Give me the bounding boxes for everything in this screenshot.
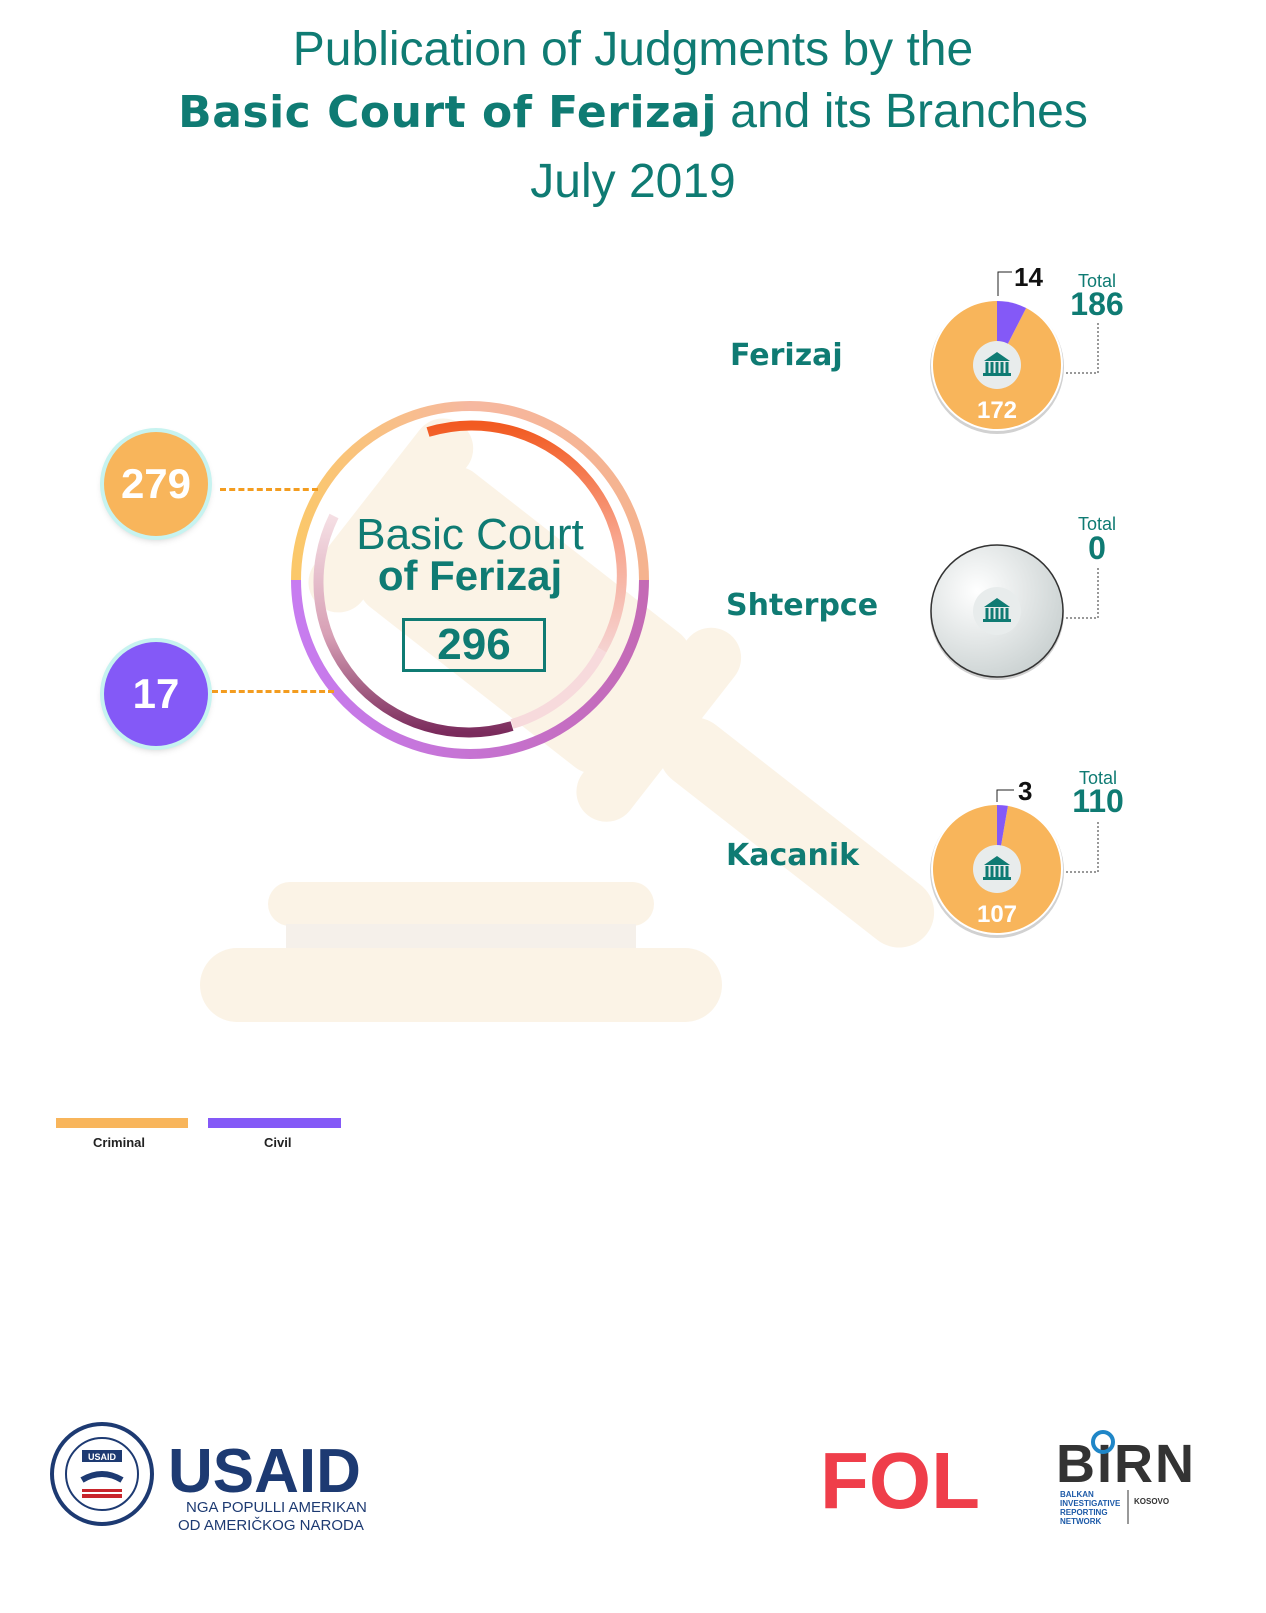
birn-sub-4: NETWORK [1060,1517,1102,1526]
court-name-line-2: of Ferizaj [377,552,563,599]
birn-sub-3: REPORTING [1060,1508,1108,1517]
kacanik-total-label: Total [1078,768,1118,788]
fol-logo: FOL [820,1440,980,1520]
inner-arc-bottom-dark [313,513,514,738]
inner-arc-right [426,420,627,653]
title-line-2: Basic Court of Ferizaj and its Branches [0,84,1266,139]
ferizaj-total-label: Total [1077,271,1117,291]
court-total: 296 [402,618,546,672]
fol-word: FOL [820,1440,980,1520]
criminal-value-label: 107 [977,901,1017,928]
usaid-tagline-1: NGA POPULLI AMERIKAN [186,1499,367,1516]
title-date: July 2019 [530,155,736,208]
court-building-icon [973,845,1021,893]
branch-name-ferizaj: Ferizaj [730,338,843,373]
birn-country: KOSOVO [1134,1497,1169,1506]
legend-swatch-civil [208,1118,341,1128]
kacanik-civil-count: 3 [1018,776,1033,806]
criminal-value-label: 172 [977,397,1017,424]
pie-shterpce [930,544,1064,680]
birn-logo: BIRN BALKAN INVESTIGATIVE REPORTING NETW… [1056,1430,1196,1526]
usaid-tagline-2: OD AMERIČKOG NARODA [178,1517,364,1534]
legend-label-civil: Civil [264,1135,292,1150]
title-branches: and its Branches [716,85,1088,138]
outer-ring-top [291,401,649,581]
branch-name-kacanik: Kacanik [726,838,860,873]
main-court-ring [291,401,649,759]
legend-swatch-criminal [56,1118,188,1128]
court-building-icon [973,587,1021,635]
ferizaj-civil-count: 14 [1014,262,1043,292]
branch-name-shterpce: Shterpce [726,588,879,623]
pie-kacanik: 107 [930,803,1064,938]
birn-sub-2: INVESTIGATIVE [1060,1499,1121,1508]
shterpce-total-label: Total [1077,514,1117,534]
title-court-name: Basic Court of Ferizaj [178,87,717,138]
legend-label-criminal: Criminal [93,1135,146,1150]
kacanik-total: 110 [1072,783,1124,819]
inner-arc-left [510,647,607,729]
civil-count-bubble: 17 [104,642,208,746]
seal-badge: USAID [88,1452,117,1462]
title-line-1: Publication of Judgments by the [292,23,974,76]
outer-ring-bottom [291,579,649,759]
birn-word: BIRN [1056,1434,1196,1494]
civil-connector [212,690,334,693]
court-name-line-1: Basic Court [356,510,584,559]
court-building-icon [973,341,1021,389]
shterpce-total: 0 [1088,530,1106,566]
birn-sub-1: BALKAN [1060,1490,1094,1499]
ferizaj-total: 186 [1070,286,1124,322]
leader-lines [996,271,1099,873]
usaid-logo: USAID USAID NGA POPULLI AMERIKAN OD AMER… [50,1422,367,1534]
usaid-word: USAID [168,1437,361,1506]
pie-ferizaj: 172 [930,299,1064,434]
criminal-connector [220,488,318,491]
criminal-count-bubble: 279 [104,432,208,536]
